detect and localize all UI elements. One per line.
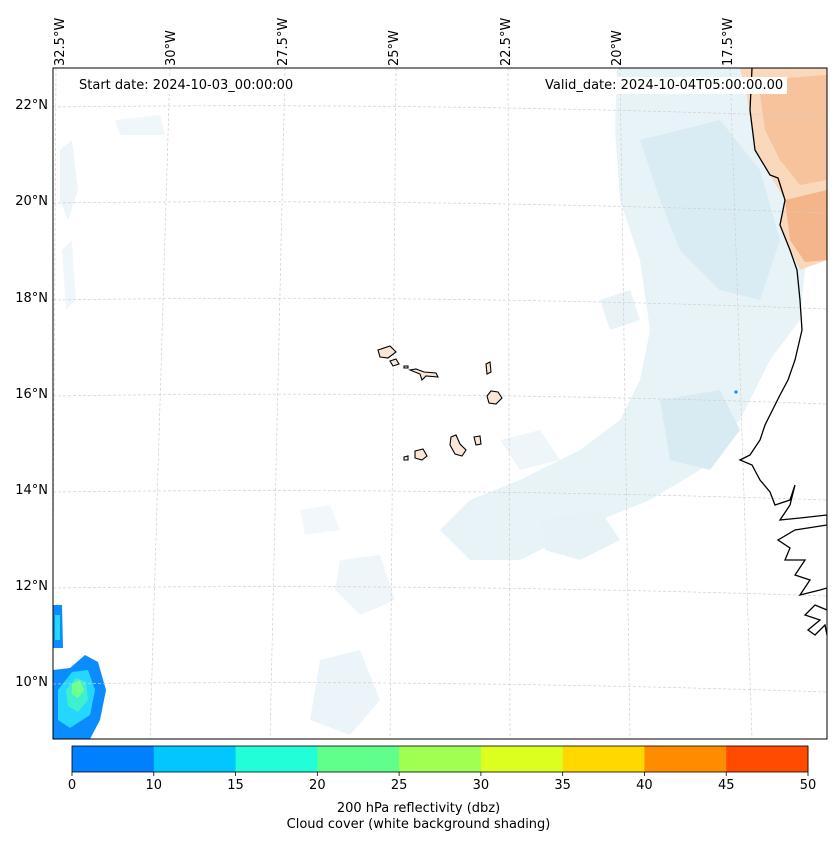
colorbar-segment (399, 746, 482, 772)
lat-label: 14°N (15, 483, 48, 498)
colorbar-tick-label: 30 (472, 778, 490, 793)
africa-coastline (738, 68, 827, 636)
colorbar-frame (71, 745, 809, 773)
colorbar-segment (235, 746, 318, 772)
lon-label: 25°W (387, 30, 402, 66)
colorbar-tick-label: 50 (799, 778, 817, 793)
colorbar-segment (153, 746, 237, 772)
colorbar-label: 200 hPa reflectivity (dbz) (336, 801, 501, 816)
lon-label: 32.5°W (53, 17, 68, 66)
island-maio (473, 435, 482, 446)
colorbar-tick-label: 40 (636, 778, 653, 793)
lat-label: 12°N (15, 579, 48, 594)
lat-label: 22°N (15, 98, 48, 113)
colorbar-tick-label: 10 (145, 778, 163, 793)
colorbar-tick-label: 45 (717, 778, 735, 793)
island-sao-nicolau (407, 368, 439, 382)
lon-label: 22.5°W (499, 17, 514, 66)
island-sal (485, 361, 492, 375)
colorbar-segment (317, 746, 400, 772)
colorbar-tick-label: 15 (227, 778, 244, 793)
map-frame (52, 67, 828, 740)
island-brava (403, 455, 409, 461)
colorbar-segment (72, 746, 155, 772)
valid-date-label: Valid_date: 2024-10-04T05:00:00.00 (541, 77, 788, 94)
colorbar-sublabel: Cloud cover (white background shading) (286, 817, 551, 832)
island-santiago (449, 434, 467, 457)
island-boa-vista (486, 390, 503, 405)
lat-label: 10°N (15, 675, 48, 690)
colorbar (71, 745, 809, 776)
lon-label: 30°W (164, 30, 179, 66)
island-sao-vicente (389, 358, 400, 367)
reflectivity-area (53, 390, 738, 739)
cape-verde-islands (377, 345, 503, 461)
island-santa-luzia (403, 365, 409, 369)
colorbar-tick-label: 25 (390, 778, 408, 793)
colorbar-segment (644, 746, 727, 772)
cloud-cover-shading (60, 68, 812, 735)
start-date-label: Start date: 2024-10-03_00:00:00 (75, 77, 298, 94)
lat-label: 20°N (15, 194, 48, 209)
colorbar-segment (480, 746, 564, 772)
island-fogo (414, 448, 428, 461)
land-warm-shading (740, 68, 827, 270)
lon-label: 20°W (610, 30, 625, 66)
colorbar-segment (562, 746, 645, 772)
lon-label: 27.5°W (276, 17, 291, 66)
colorbar-tick-label: 20 (309, 778, 326, 793)
island-santo-antao (377, 345, 397, 359)
graticule (53, 68, 827, 739)
colorbar-tick-label: 35 (554, 778, 571, 793)
lat-label: 16°N (15, 387, 48, 402)
lon-label: 17.5°W (721, 17, 736, 66)
lat-label: 18°N (15, 291, 48, 306)
colorbar-segment (726, 746, 809, 772)
colorbar-tick-label: 0 (67, 778, 77, 793)
